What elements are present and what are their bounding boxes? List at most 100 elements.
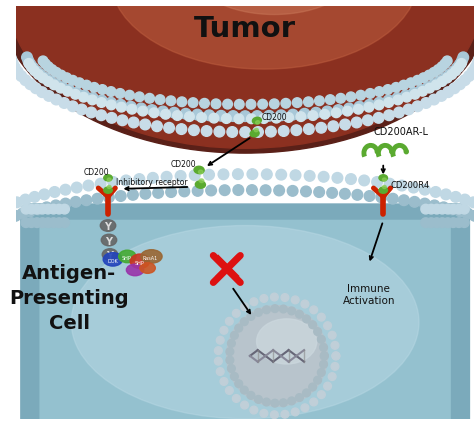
Circle shape <box>216 337 224 344</box>
Circle shape <box>352 190 363 201</box>
Circle shape <box>388 194 398 204</box>
Circle shape <box>240 112 250 122</box>
Circle shape <box>214 127 225 138</box>
Circle shape <box>227 127 237 138</box>
Circle shape <box>262 170 272 180</box>
Circle shape <box>25 207 35 217</box>
Circle shape <box>35 70 46 81</box>
Circle shape <box>107 101 116 110</box>
Circle shape <box>30 67 39 76</box>
Circle shape <box>218 170 229 180</box>
Circle shape <box>71 88 82 99</box>
Circle shape <box>469 211 474 222</box>
Circle shape <box>90 83 99 93</box>
Circle shape <box>310 398 318 406</box>
Circle shape <box>320 352 328 360</box>
Circle shape <box>184 112 194 122</box>
Circle shape <box>327 188 337 199</box>
Circle shape <box>309 321 317 329</box>
Circle shape <box>399 81 409 91</box>
Circle shape <box>397 181 407 191</box>
Circle shape <box>32 205 42 214</box>
Circle shape <box>296 311 303 318</box>
Circle shape <box>459 205 469 214</box>
Circle shape <box>271 294 278 301</box>
Circle shape <box>81 196 91 206</box>
Text: SHP: SHP <box>135 260 145 265</box>
Circle shape <box>43 205 53 214</box>
Circle shape <box>393 96 403 106</box>
Circle shape <box>384 179 395 190</box>
Circle shape <box>37 205 47 214</box>
Ellipse shape <box>195 181 205 189</box>
Circle shape <box>179 187 190 197</box>
Ellipse shape <box>9 0 474 149</box>
Circle shape <box>255 309 262 317</box>
Circle shape <box>252 112 263 122</box>
Ellipse shape <box>254 129 258 132</box>
Circle shape <box>384 98 393 108</box>
Circle shape <box>263 306 270 314</box>
Circle shape <box>458 53 469 63</box>
Circle shape <box>383 96 394 106</box>
Circle shape <box>394 108 404 118</box>
Circle shape <box>3 200 14 211</box>
Circle shape <box>260 185 271 196</box>
Circle shape <box>304 171 315 182</box>
Circle shape <box>318 369 325 377</box>
Circle shape <box>250 406 258 414</box>
Circle shape <box>38 57 48 66</box>
Circle shape <box>419 185 430 196</box>
Circle shape <box>425 84 435 94</box>
Circle shape <box>190 170 200 181</box>
Circle shape <box>278 127 289 137</box>
Circle shape <box>92 194 103 204</box>
Circle shape <box>320 110 329 120</box>
Circle shape <box>115 89 125 99</box>
Circle shape <box>21 218 31 228</box>
Circle shape <box>166 97 176 106</box>
Circle shape <box>49 205 58 214</box>
Circle shape <box>332 352 340 360</box>
Circle shape <box>288 397 295 405</box>
Circle shape <box>88 96 97 106</box>
Circle shape <box>276 170 286 181</box>
Circle shape <box>56 71 66 81</box>
Ellipse shape <box>100 220 116 232</box>
Ellipse shape <box>383 186 386 189</box>
Circle shape <box>419 74 428 83</box>
Circle shape <box>71 90 80 100</box>
Circle shape <box>247 170 258 180</box>
Circle shape <box>443 218 453 228</box>
Circle shape <box>359 176 370 186</box>
Circle shape <box>83 181 94 191</box>
Ellipse shape <box>250 131 259 138</box>
Circle shape <box>71 197 81 208</box>
Text: CD200AR-L: CD200AR-L <box>374 127 428 136</box>
Circle shape <box>0 216 9 226</box>
Circle shape <box>116 191 126 202</box>
Circle shape <box>200 99 210 109</box>
Circle shape <box>51 80 61 90</box>
Circle shape <box>240 127 250 138</box>
Circle shape <box>284 113 293 123</box>
Circle shape <box>62 74 72 83</box>
Circle shape <box>29 192 40 203</box>
Circle shape <box>303 124 314 135</box>
Circle shape <box>374 87 384 97</box>
Circle shape <box>356 91 365 101</box>
Ellipse shape <box>255 121 260 125</box>
Circle shape <box>153 188 164 199</box>
Circle shape <box>445 70 455 81</box>
Ellipse shape <box>71 226 419 419</box>
Circle shape <box>460 195 470 205</box>
Circle shape <box>43 218 53 228</box>
Ellipse shape <box>130 254 149 269</box>
Circle shape <box>188 98 198 108</box>
Circle shape <box>158 107 168 118</box>
Circle shape <box>216 368 224 376</box>
Circle shape <box>228 365 235 372</box>
Circle shape <box>247 313 255 320</box>
Circle shape <box>447 204 457 215</box>
Circle shape <box>332 352 340 360</box>
